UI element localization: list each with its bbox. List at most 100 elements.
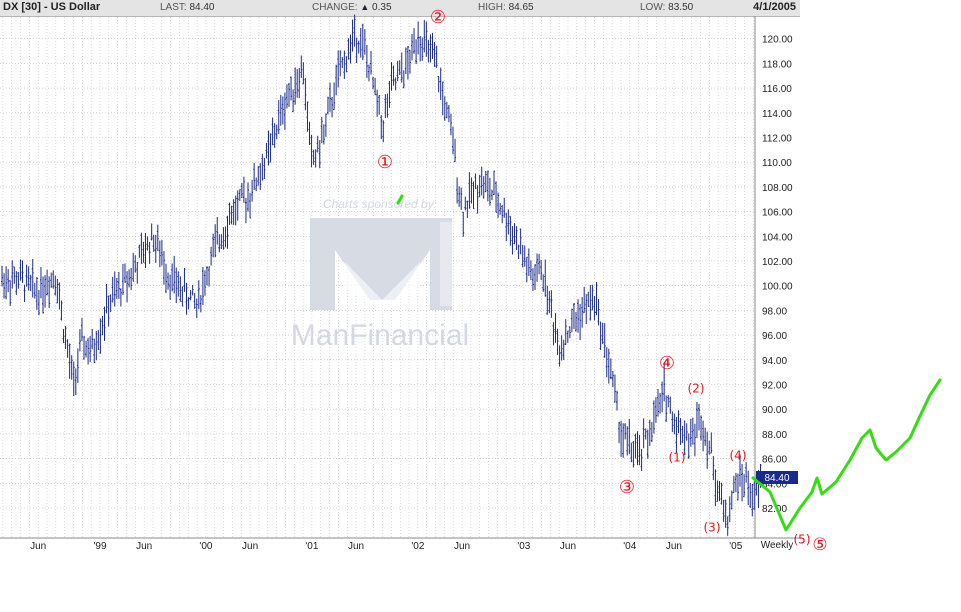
- price-bar: [206, 266, 208, 286]
- price-bar: [609, 358, 612, 380]
- price-bar: [292, 89, 295, 113]
- x-tick-label: '00: [199, 541, 212, 552]
- price-bar: [244, 197, 247, 224]
- price-bar: [228, 202, 231, 225]
- price-bar: [44, 275, 47, 308]
- price-bar: [675, 416, 678, 454]
- y-tick-label: 114.00: [762, 109, 792, 120]
- price-bar: [685, 423, 688, 441]
- price-bar: [736, 473, 739, 501]
- price-bar: [267, 130, 270, 166]
- price-bar: [632, 440, 635, 468]
- price-bar: [251, 179, 254, 202]
- price-bar: [618, 421, 621, 444]
- price-bar: [728, 496, 731, 523]
- price-bar: [587, 291, 590, 307]
- price-bar: [626, 426, 629, 456]
- price-bar: [667, 395, 670, 408]
- price-bar: [466, 200, 469, 219]
- price-bar: [210, 246, 213, 266]
- price-bar: [359, 27, 362, 58]
- price-bar: [91, 328, 94, 350]
- price-bar: [679, 418, 682, 445]
- price-bar: [70, 355, 73, 380]
- price-bar: [255, 177, 258, 192]
- price-bar: [308, 121, 311, 145]
- price-bar: [150, 223, 153, 241]
- sponsor-text: Charts sponsored by:: [323, 197, 437, 211]
- price-bar: [620, 420, 623, 457]
- price-bar: [589, 284, 592, 321]
- price-bar: [538, 253, 541, 275]
- price-bar: [513, 223, 516, 245]
- price-bar: [60, 300, 63, 321]
- price-bar: [103, 306, 106, 341]
- price-bar: [390, 62, 393, 91]
- price-bar: [220, 234, 223, 250]
- price-bar: [722, 499, 725, 522]
- price-bar: [275, 124, 278, 140]
- price-bar: [169, 274, 172, 300]
- price-bar: [490, 189, 493, 201]
- price-bar: [380, 115, 383, 140]
- high-label: HIGH:: [478, 2, 506, 13]
- price-bar: [29, 274, 32, 292]
- price-bar: [87, 337, 90, 365]
- price-bar: [484, 170, 487, 193]
- price-bar: [230, 205, 233, 225]
- price-bar: [132, 252, 135, 282]
- price-bar: [146, 236, 149, 251]
- price-bar: [46, 269, 49, 296]
- price-bar: [382, 120, 385, 143]
- price-bar: [247, 182, 249, 212]
- price-bar: [83, 336, 85, 360]
- price-bar: [99, 318, 102, 354]
- price-bar: [138, 244, 141, 258]
- price-bar: [710, 432, 713, 454]
- price-bar: [595, 282, 598, 316]
- y-axis: 82.00 84.00 86.00 88.00 90.00 92.00 94.00 96.00…: [762, 35, 793, 515]
- wave-label: ①: [377, 152, 393, 173]
- price-bar: [700, 415, 703, 441]
- price-bar: [464, 196, 467, 211]
- price-bar: [121, 263, 124, 295]
- price-bar: [249, 192, 252, 219]
- price-bar: [1, 265, 3, 287]
- price-bar: [290, 76, 293, 101]
- price-bar: [642, 418, 645, 449]
- price-bar: [388, 80, 391, 108]
- x-axis: Jun '99 Jun '00 Jun '01 Jun '02 Jun '03 Jun '04 Jun '…: [30, 541, 743, 552]
- price-bar: [15, 271, 18, 296]
- price-bar: [564, 319, 567, 345]
- price-bar: [452, 126, 454, 155]
- x-tick-label: Jun: [560, 541, 576, 552]
- price-bar: [365, 44, 368, 78]
- price-bar: [607, 348, 610, 384]
- price-bar: [741, 463, 744, 502]
- price-bar: [404, 47, 407, 75]
- price-bar: [423, 19, 426, 53]
- price-bar: [271, 117, 274, 146]
- price-bar: [536, 253, 539, 282]
- y-tick-label: 116.00: [762, 84, 792, 95]
- price-bar: [544, 259, 547, 297]
- price-bar: [148, 241, 151, 264]
- price-bar: [277, 100, 280, 135]
- price-bar: [117, 271, 120, 299]
- price-bar: [54, 275, 57, 296]
- price-bar: [279, 94, 282, 126]
- price-bar: [13, 266, 16, 284]
- price-bar: [173, 255, 176, 294]
- price-bar: [158, 240, 161, 268]
- x-tick-label: Jun: [242, 541, 258, 552]
- price-bar: [499, 202, 502, 215]
- price-bar: [437, 75, 440, 93]
- price-bar: [392, 65, 395, 86]
- price-bar: [689, 418, 692, 447]
- price-bar: [511, 226, 514, 255]
- price-bar: [312, 149, 315, 165]
- price-bar: [505, 212, 508, 242]
- price-bar: [242, 176, 245, 203]
- brand-text: ManFinancial: [291, 319, 469, 352]
- price-bar: [175, 267, 178, 304]
